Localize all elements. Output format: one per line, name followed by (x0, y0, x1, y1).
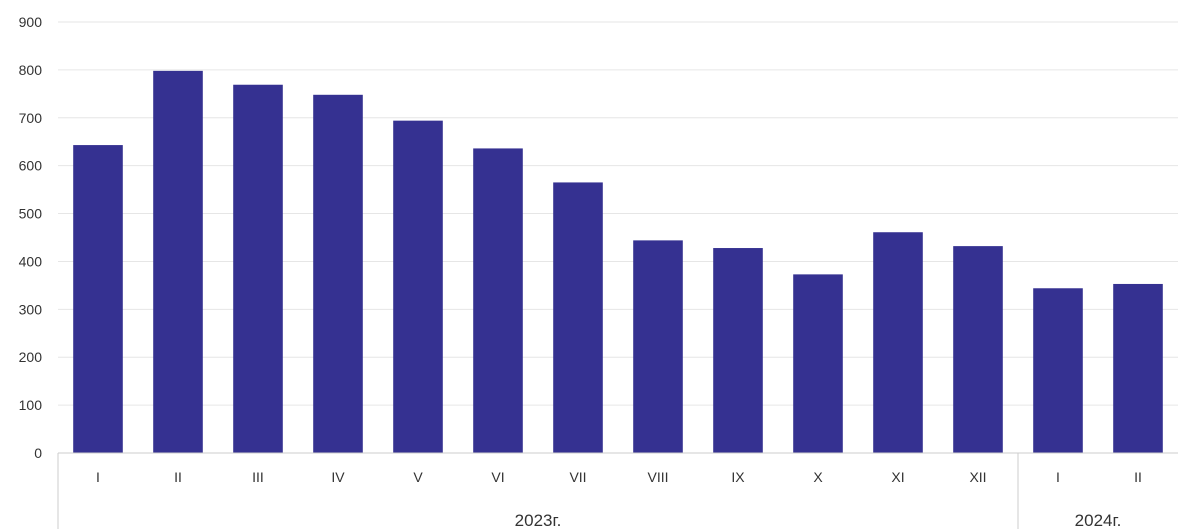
x-tick-label: I (1056, 469, 1060, 485)
x-tick-label: VII (569, 469, 586, 485)
x-tick-label: VI (491, 469, 504, 485)
bar (553, 182, 603, 453)
x-tick-label: II (1134, 469, 1142, 485)
x-tick-label: VIII (647, 469, 668, 485)
x-tick-label: IX (731, 469, 745, 485)
x-tick-label: V (413, 469, 423, 485)
y-tick-label: 900 (19, 14, 43, 30)
bar (713, 248, 763, 453)
y-tick-label: 300 (19, 301, 43, 317)
x-tick-label: XII (969, 469, 986, 485)
bar (393, 120, 443, 453)
bar (793, 274, 843, 453)
bar (73, 145, 123, 453)
group-label: 2023г. (515, 511, 562, 529)
x-tick-label: I (96, 469, 100, 485)
y-tick-label: 0 (34, 445, 42, 461)
bar (633, 240, 683, 453)
x-tick-label: XI (891, 469, 904, 485)
bar (953, 246, 1003, 453)
y-tick-label: 600 (19, 158, 43, 174)
bar (873, 232, 923, 453)
bar (1113, 283, 1163, 453)
x-tick-label: II (174, 469, 182, 485)
bar (473, 148, 523, 453)
x-tick-label: IV (331, 469, 345, 485)
bar (313, 94, 363, 454)
group-label: 2024г. (1075, 511, 1122, 529)
bars (73, 70, 1163, 454)
y-tick-label: 400 (19, 253, 43, 269)
y-tick-label: 700 (19, 110, 43, 126)
y-tick-label: 100 (19, 397, 43, 413)
y-tick-label: 200 (19, 349, 43, 365)
y-tick-label: 800 (19, 62, 43, 78)
x-tick-label: III (252, 469, 264, 485)
bar (1033, 288, 1083, 453)
gridlines (58, 21, 1178, 406)
y-tick-label: 500 (19, 206, 43, 222)
bar (153, 70, 203, 453)
x-tick-label: X (813, 469, 823, 485)
bar (233, 84, 283, 454)
axes (57, 452, 1178, 529)
